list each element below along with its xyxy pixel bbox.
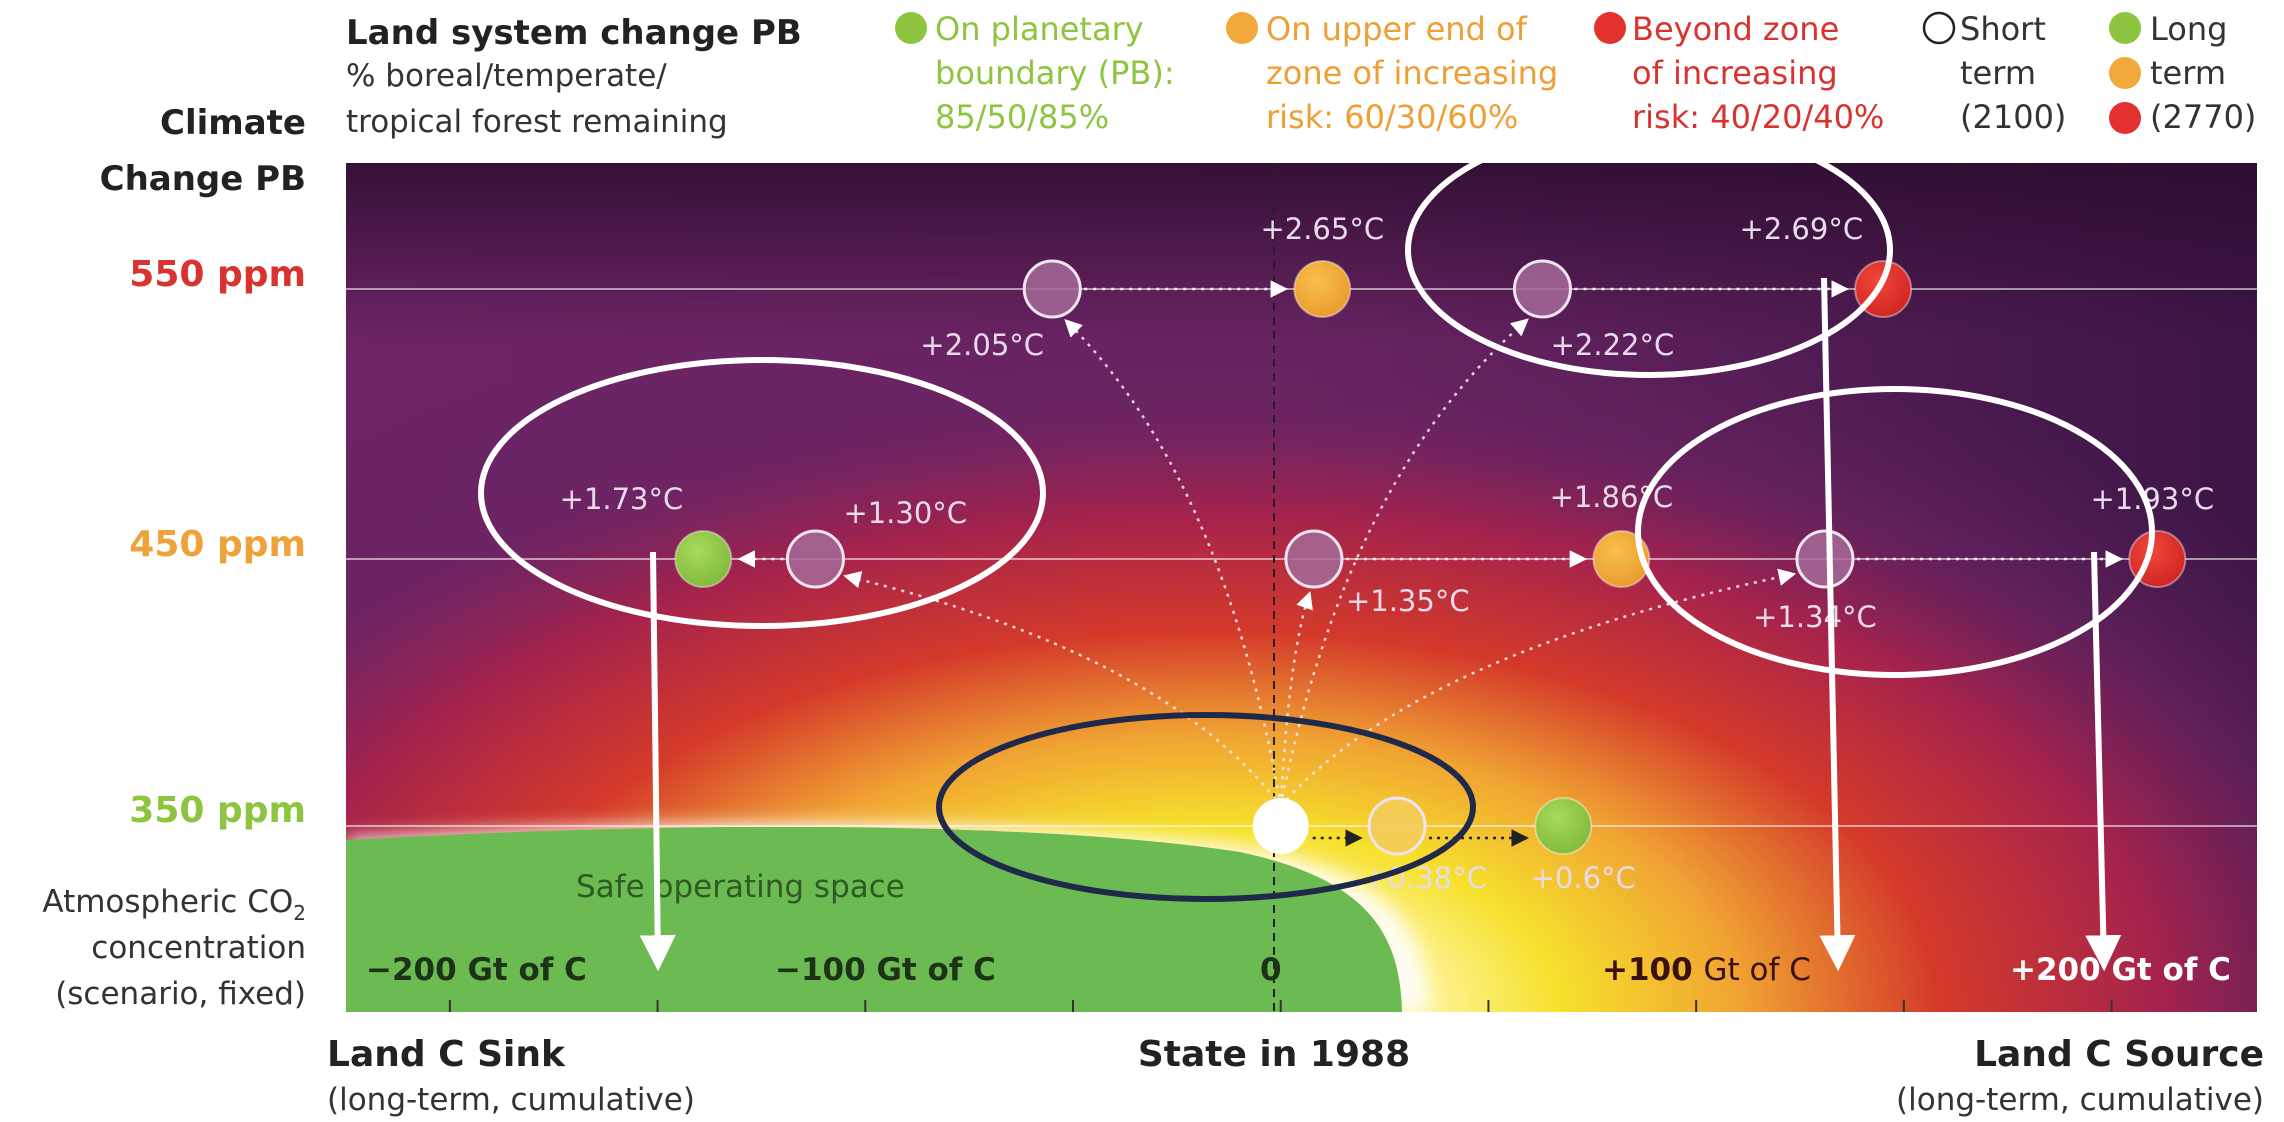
legend-red-line-1: Beyond zone <box>1632 10 1839 48</box>
legend-short-term-swatch <box>1922 11 1956 45</box>
legend-short-line-2: term <box>1960 54 2036 92</box>
legend-orange-swatch <box>1226 12 1258 44</box>
legend-green-line-3: 85/50/85% <box>935 98 1109 136</box>
x-axis-ticks <box>448 1000 2113 1012</box>
temp-label-450-131: +1.34°C <box>1753 600 1877 634</box>
legend-long-red-swatch <box>2109 102 2141 134</box>
temperature-labels: +2.05°C +2.65°C +2.22°C +2.69°C +1.30°C +1.73… <box>560 212 2214 895</box>
temp-label-450-112: +1.30°C <box>843 496 967 530</box>
annotation-arrow-mid <box>1819 277 1856 972</box>
marker-short-550-55 <box>1022 259 1082 319</box>
scenario-path-2 <box>1279 318 1529 807</box>
safe-operating-space-label: Safe operating space <box>576 869 905 905</box>
marker-long-550-10 <box>1293 260 1352 318</box>
land-c-source-sub: (long-term, cumulative) <box>1896 1082 2264 1118</box>
legend-long-green-swatch <box>2109 12 2141 44</box>
temp-label-550-63: +2.22°C <box>1551 328 1675 362</box>
marker-short-550-63 <box>1512 259 1572 319</box>
annotation-ellipse-450-right <box>1635 386 2155 678</box>
temp-label-550-145: +2.69°C <box>1739 212 1863 246</box>
temp-label-450-211: +1.93°C <box>2090 482 2214 516</box>
land-c-sink-sub: (long-term, cumulative) <box>327 1082 695 1118</box>
annotation-ellipse-550-right <box>1405 122 1893 378</box>
temp-label-450-8: +1.35°C <box>1346 584 1470 618</box>
legend-green-swatch <box>895 12 927 44</box>
marker-short-350-28 <box>1367 796 1427 856</box>
legend: On planetary boundary (PB): 85/50/85% On… <box>895 10 2256 136</box>
land-system-subtitle-2: tropical forest remaining <box>346 104 728 140</box>
temp-label-350-68: +0.6°C <box>1531 861 1636 895</box>
land-c-source-title: Land C Source <box>1974 1034 2264 1075</box>
legend-orange-line-3: risk: 60/30/60% <box>1266 98 1518 136</box>
temp-label-450-139: +1.73°C <box>560 482 684 516</box>
co2-desc-1: Atmospheric CO2 <box>42 884 306 925</box>
temp-label-550-55: +2.05°C <box>920 328 1044 362</box>
gt-label-minus100: −100 Gt of C <box>775 952 996 988</box>
co2-desc-2: concentration <box>91 930 306 966</box>
scenario-path-6 <box>1279 591 1313 807</box>
legend-long-line-1: Long <box>2150 10 2227 48</box>
marker-long-350-68 <box>1534 797 1593 855</box>
state-1988-title: State in 1988 <box>1138 1034 1410 1075</box>
legend-red-line-3: risk: 40/20/40% <box>1632 98 1884 136</box>
climate-title-1: Climate <box>160 103 306 143</box>
gt-label-zero: 0 <box>1260 952 1282 988</box>
ppm-350-label: 350 ppm <box>129 790 306 831</box>
temp-label-550-10: +2.65°C <box>1260 212 1384 246</box>
annotation-ellipse-450-left <box>478 357 1046 629</box>
scenario-path-0 <box>1064 319 1282 807</box>
annotation-ellipse-350 <box>936 712 1476 902</box>
marker-short-450-131 <box>1795 529 1855 589</box>
ppm-450-label: 450 ppm <box>129 524 306 565</box>
legend-orange-line-2: zone of increasing <box>1266 54 1558 92</box>
co2-desc-3: (scenario, fixed) <box>55 976 306 1012</box>
legend-short-line-1: Short <box>1960 10 2046 48</box>
scenario-path-8 <box>1279 568 1797 807</box>
climate-title-2: Change PB <box>100 159 306 199</box>
legend-red-swatch <box>1594 12 1626 44</box>
annotation-arrow-left <box>639 551 676 972</box>
ppm-550-label: 550 ppm <box>129 254 306 295</box>
gt-label-minus200: −200 Gt of C <box>366 952 587 988</box>
marker-long-450-139 <box>674 530 733 588</box>
annotation-arrow-right <box>2085 551 2122 972</box>
safe-operating-space-area <box>346 826 1402 1012</box>
legend-short-line-3: (2100) <box>1960 98 2066 136</box>
gt-label-plus100: +100 Gt of C <box>1602 952 1811 988</box>
gt-label-plus200: +200 Gt of C <box>2010 952 2231 988</box>
legend-long-line-3: (2770) <box>2150 98 2256 136</box>
legend-long-line-2: term <box>2150 54 2226 92</box>
origin-1988-marker <box>1252 798 1309 854</box>
legend-green-line-2: boundary (PB): <box>935 54 1175 92</box>
marker-short-450-8 <box>1284 529 1344 589</box>
land-c-sink-title: Land C Sink <box>327 1034 566 1075</box>
legend-green-line-1: On planetary <box>935 10 1144 48</box>
legend-long-orange-swatch <box>2109 57 2141 89</box>
scenario-markers <box>674 259 2187 856</box>
land-system-subtitle-1: % boreal/temperate/ <box>346 58 667 94</box>
legend-orange-line-1: On upper end of <box>1266 10 1528 48</box>
marker-long-450-82 <box>1592 530 1651 588</box>
legend-red-line-2: of increasing <box>1632 54 1838 92</box>
land-system-title: Land system change PB <box>346 13 802 53</box>
marker-short-450-112 <box>785 529 845 589</box>
